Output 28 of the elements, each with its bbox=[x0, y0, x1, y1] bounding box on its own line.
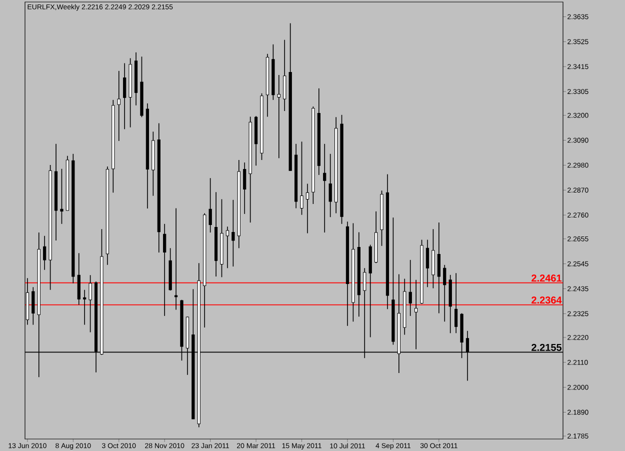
candlestick bbox=[208, 178, 212, 233]
candlestick bbox=[323, 143, 326, 233]
candlestick bbox=[426, 239, 430, 288]
candlestick bbox=[454, 272, 458, 334]
candlestick bbox=[277, 74, 280, 159]
candlestick bbox=[408, 260, 412, 316]
candlestick bbox=[226, 226, 230, 268]
candlestick bbox=[328, 153, 332, 218]
candlestick bbox=[163, 224, 166, 316]
ref-line-label: 2.2461 bbox=[532, 274, 562, 282]
candlestick bbox=[232, 199, 235, 267]
candlestick bbox=[88, 274, 92, 333]
candlestick bbox=[83, 289, 86, 326]
ref-line-label: 2.2364 bbox=[532, 296, 562, 304]
candlestick bbox=[243, 162, 246, 214]
candlestick bbox=[32, 286, 35, 326]
candlestick bbox=[174, 208, 178, 310]
candlestick bbox=[414, 279, 418, 350]
candlestick bbox=[306, 183, 310, 234]
candlestick bbox=[123, 62, 126, 130]
ref-line-label: 2.2155 bbox=[532, 344, 562, 351]
candlestick bbox=[437, 222, 440, 314]
candlestick bbox=[300, 141, 304, 216]
candlestick bbox=[443, 264, 446, 322]
candlestick bbox=[60, 168, 64, 224]
candlestick bbox=[43, 236, 46, 270]
candlestick bbox=[117, 70, 120, 142]
candlestick bbox=[283, 39, 286, 112]
